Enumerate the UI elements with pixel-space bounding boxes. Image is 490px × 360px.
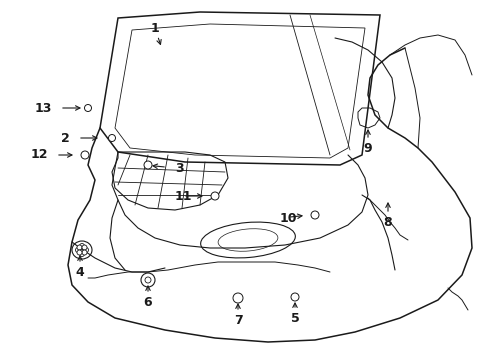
Text: 11: 11	[175, 189, 193, 202]
Circle shape	[77, 245, 82, 250]
Circle shape	[79, 252, 84, 256]
Circle shape	[144, 161, 152, 169]
Text: 10: 10	[280, 211, 297, 225]
Circle shape	[77, 250, 82, 255]
Circle shape	[84, 104, 92, 112]
Text: 13: 13	[35, 102, 52, 114]
Text: 12: 12	[30, 148, 48, 162]
Circle shape	[83, 248, 89, 252]
Text: 3: 3	[175, 162, 184, 175]
Text: 5: 5	[291, 311, 299, 324]
Circle shape	[311, 211, 319, 219]
Text: 4: 4	[75, 266, 84, 279]
Text: 1: 1	[150, 22, 159, 35]
Text: 7: 7	[234, 314, 243, 327]
Text: 9: 9	[364, 141, 372, 154]
Text: 8: 8	[384, 216, 392, 229]
Text: 2: 2	[61, 131, 70, 144]
Circle shape	[108, 135, 116, 141]
Circle shape	[79, 243, 84, 248]
Circle shape	[82, 250, 87, 255]
Text: 6: 6	[144, 296, 152, 309]
Circle shape	[211, 192, 219, 200]
Circle shape	[82, 245, 87, 250]
Circle shape	[75, 248, 80, 252]
Circle shape	[81, 151, 89, 159]
